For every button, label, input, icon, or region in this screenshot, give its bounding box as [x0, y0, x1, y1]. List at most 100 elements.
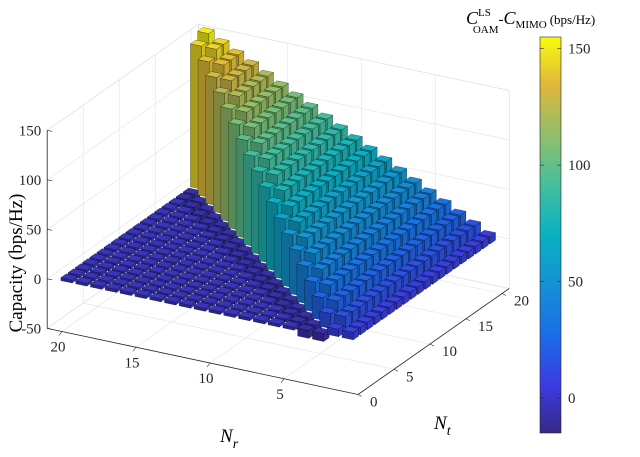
- bar-face-top: [302, 164, 320, 171]
- bar-face-top: [82, 271, 100, 279]
- bar-face-top: [267, 304, 285, 312]
- bar-face-top: [104, 269, 122, 277]
- bar-face-top: [413, 275, 432, 283]
- bar-face-top: [317, 195, 335, 203]
- colorbar-ticks: 0 50 100 150: [540, 42, 591, 407]
- bar-face-top: [301, 122, 319, 130]
- bar-face-top: [303, 226, 321, 234]
- bar-face-top: [257, 111, 275, 119]
- bar-face-top: [223, 308, 241, 315]
- bar-face-top: [104, 256, 122, 264]
- bar-face-top: [398, 264, 417, 272]
- bar-face-top: [376, 259, 395, 266]
- bar-face-top: [111, 264, 130, 272]
- bar-face-top: [427, 223, 445, 231]
- bar: [200, 297, 219, 307]
- nt-tick-label: 20: [514, 294, 529, 310]
- bar-face-top: [374, 155, 393, 162]
- bar-face-top: [133, 262, 152, 270]
- bar-face-top: [234, 64, 252, 71]
- bar-face-top: [428, 265, 446, 272]
- bar-face-top: [90, 280, 108, 287]
- bar-face-top: [256, 69, 274, 77]
- bar-face-top: [420, 249, 438, 257]
- bar-face-top: [279, 117, 297, 124]
- bar: [60, 273, 78, 284]
- bar-face-top: [405, 218, 423, 225]
- bar-face-top: [162, 229, 180, 236]
- bar-face-top: [427, 244, 446, 252]
- colorbar: [539, 36, 562, 434]
- bar-face-top: [168, 197, 186, 205]
- bar-face-top: [341, 305, 359, 312]
- bar-face-top: [200, 283, 218, 291]
- bar-face-top: [339, 222, 358, 229]
- bar-face-top: [230, 290, 248, 297]
- bar-face-top: [478, 230, 496, 237]
- bar-face-top: [191, 235, 210, 243]
- bar-face-top: [362, 290, 381, 297]
- bar-face-top: [250, 137, 268, 144]
- bar-face-top: [134, 289, 152, 296]
- bar-face-top: [227, 69, 245, 76]
- bar-face-top: [420, 270, 439, 277]
- bar-face-top: [293, 107, 312, 114]
- bar-face-top: [170, 277, 189, 284]
- bar-face-top: [287, 153, 305, 161]
- bar-face-top: [296, 231, 314, 239]
- bar-face-top: [175, 192, 194, 200]
- bar-face-top: [156, 274, 174, 281]
- bar-face-top: [353, 191, 372, 198]
- bar-face-top: [212, 37, 230, 45]
- bar-face-top: [463, 219, 482, 226]
- bar-face-top: [442, 234, 460, 242]
- bar-face-top: [405, 239, 424, 246]
- bar-face-top: [383, 233, 402, 240]
- bar-face-top: [197, 27, 215, 34]
- bar-face-top: [230, 303, 248, 310]
- nt-tick-label: 15: [478, 319, 493, 335]
- bar-face-top: [384, 254, 402, 261]
- bar-face-top: [244, 279, 262, 287]
- bar-face-top: [281, 228, 299, 236]
- bar-face-top: [390, 228, 409, 235]
- bar-face-top: [289, 315, 308, 323]
- bar-face-top: [266, 291, 285, 298]
- bar-face-top: [149, 292, 167, 300]
- bar-face-top: [259, 296, 278, 303]
- bar-face-top: [435, 260, 453, 267]
- bar-face-top: [274, 312, 293, 320]
- bar-face-top: [324, 190, 342, 198]
- bar-face-top: [147, 239, 166, 247]
- bar-face-top: [235, 134, 254, 141]
- bar-face-top: [310, 221, 328, 229]
- bar-face-top: [332, 227, 350, 234]
- bar-face-top: [242, 80, 260, 87]
- bar: [238, 311, 256, 322]
- bar-face-top: [368, 222, 387, 230]
- bar-face-top: [348, 320, 367, 328]
- bar-face-top: [316, 174, 335, 182]
- nr-tick-mark: [280, 378, 285, 383]
- bar-face-top: [360, 165, 378, 172]
- bar-face-top: [67, 268, 86, 276]
- bar-face-top: [326, 294, 344, 302]
- bar-face-top: [448, 208, 467, 216]
- bar-face-top: [333, 268, 351, 276]
- bar-face-top: [228, 118, 246, 125]
- bar-face-top: [449, 229, 467, 237]
- bar-face-top: [139, 218, 158, 225]
- bar-face-top: [282, 307, 300, 315]
- bar-face-top: [273, 184, 291, 192]
- bar: [119, 286, 138, 296]
- bar-face-top: [271, 101, 290, 108]
- bar-face-top: [280, 158, 298, 166]
- nt-tick-label: 5: [406, 369, 414, 385]
- nr-tick-label: 10: [199, 371, 214, 387]
- bar-face-top: [155, 247, 173, 255]
- bar-face-top: [244, 266, 262, 274]
- nr-tick-label: 5: [276, 387, 284, 403]
- bar-face-top: [190, 39, 208, 47]
- bar: [104, 283, 123, 293]
